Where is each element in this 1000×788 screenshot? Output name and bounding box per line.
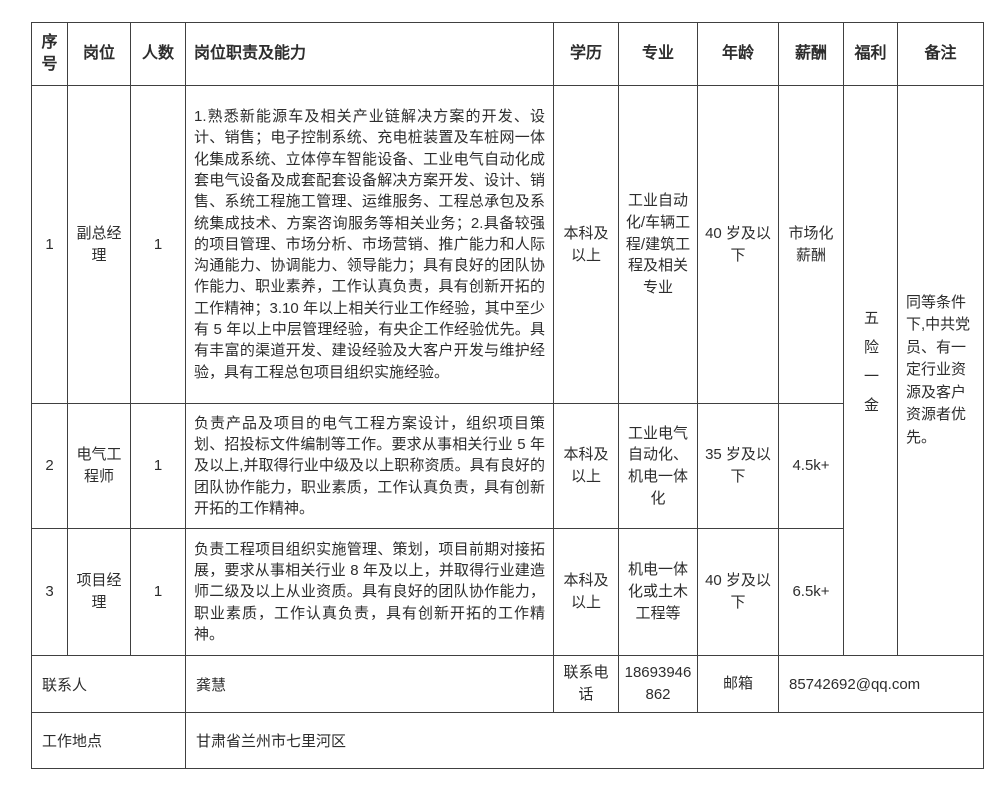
job-2-salary: 4.5k+ bbox=[778, 403, 844, 529]
job-row-2: 2 电气工程师 1 负责产品及项目的电气工程方案设计，组织项目策划、招投标文件编… bbox=[31, 403, 984, 529]
welfare-cell: 五险一金 bbox=[843, 85, 898, 656]
job-1-age: 40 岁及以下 bbox=[697, 85, 779, 404]
job-3-headcount: 1 bbox=[130, 528, 186, 656]
col-header-education: 学历 bbox=[553, 22, 619, 86]
job-row-1: 1 副总经理 1 1.熟悉新能源车及相关产业链解决方案的开发、设计、销售；电子控… bbox=[31, 85, 984, 656]
job-1-major: 工业自动化/车辆工程/建筑工程及相关专业 bbox=[618, 85, 698, 404]
job-1-education: 本科及以上 bbox=[553, 85, 619, 404]
job-3-title: 项目经理 bbox=[67, 528, 131, 656]
job-row-3: 3 项目经理 1 负责工程项目组织实施管理、策划，项目前期对接拓展，要求从事相关… bbox=[31, 528, 984, 656]
job-2-title: 电气工程师 bbox=[67, 403, 131, 529]
job-3-age: 40 岁及以下 bbox=[697, 528, 779, 656]
col-header-age: 年龄 bbox=[697, 22, 779, 86]
job-3-duties: 负责工程项目组织实施管理、策划，项目前期对接拓展，要求从事相关行业 8 年及以上… bbox=[185, 528, 554, 656]
contact-name: 龚慧 bbox=[185, 655, 554, 713]
contact-phone-number: 18693946862 bbox=[618, 655, 698, 713]
contact-email-label: 邮箱 bbox=[697, 655, 779, 713]
job-3-education: 本科及以上 bbox=[553, 528, 619, 656]
contact-label: 联系人 bbox=[31, 655, 186, 713]
col-header-remarks: 备注 bbox=[897, 22, 984, 86]
job-1-salary: 市场化薪酬 bbox=[778, 85, 844, 404]
remarks-cell: 同等条件下,中共党员、有一定行业资源及客户资源者优先。 bbox=[897, 85, 984, 656]
job-1-headcount: 1 bbox=[130, 85, 186, 404]
col-header-duties: 岗位职责及能力 bbox=[185, 22, 554, 86]
job-1-title: 副总经理 bbox=[67, 85, 131, 404]
job-2-education: 本科及以上 bbox=[553, 403, 619, 529]
job-1-serial: 1 bbox=[31, 85, 68, 404]
contact-phone-label: 联系电话 bbox=[553, 655, 619, 713]
job-2-major: 工业电气自动化、机电一体化 bbox=[618, 403, 698, 529]
recruitment-table: 序号 岗位 人数 岗位职责及能力 学历 专业 年龄 薪酬 福利 备注 1 副总经… bbox=[31, 22, 984, 769]
job-2-age: 35 岁及以下 bbox=[697, 403, 779, 529]
table-header-row: 序号 岗位 人数 岗位职责及能力 学历 专业 年龄 薪酬 福利 备注 bbox=[31, 22, 984, 86]
welfare-text: 五险一金 bbox=[862, 310, 879, 426]
col-header-welfare: 福利 bbox=[843, 22, 898, 86]
col-header-position: 岗位 bbox=[67, 22, 131, 86]
col-header-salary: 薪酬 bbox=[778, 22, 844, 86]
job-2-duties: 负责产品及项目的电气工程方案设计，组织项目策划、招投标文件编制等工作。要求从事相… bbox=[185, 403, 554, 529]
contact-email-address: 85742692@qq.com bbox=[778, 655, 984, 713]
job-2-serial: 2 bbox=[31, 403, 68, 529]
location-value: 甘肃省兰州市七里河区 bbox=[185, 712, 984, 769]
location-label: 工作地点 bbox=[31, 712, 186, 769]
job-3-major: 机电一体化或土木工程等 bbox=[618, 528, 698, 656]
col-header-major: 专业 bbox=[618, 22, 698, 86]
location-row: 工作地点 甘肃省兰州市七里河区 bbox=[31, 712, 984, 769]
col-header-headcount: 人数 bbox=[130, 22, 186, 86]
job-3-salary: 6.5k+ bbox=[778, 528, 844, 656]
job-1-duties: 1.熟悉新能源车及相关产业链解决方案的开发、设计、销售；电子控制系统、充电桩装置… bbox=[185, 85, 554, 404]
contact-row: 联系人 龚慧 联系电话 18693946862 邮箱 85742692@qq.c… bbox=[31, 655, 984, 713]
job-3-serial: 3 bbox=[31, 528, 68, 656]
col-header-serial: 序号 bbox=[31, 22, 68, 86]
job-2-headcount: 1 bbox=[130, 403, 186, 529]
